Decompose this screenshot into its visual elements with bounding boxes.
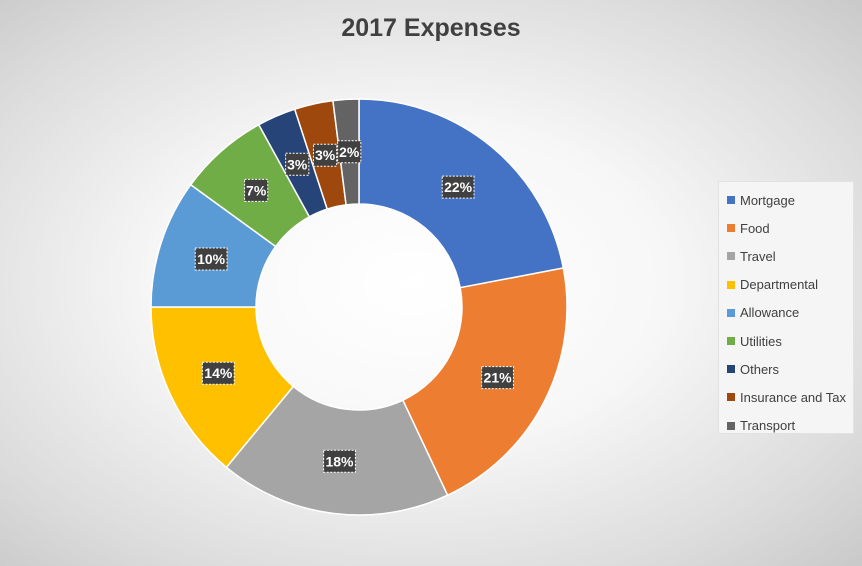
legend-label: Transport — [740, 418, 796, 434]
data-label-travel: 18% — [323, 449, 356, 473]
data-label-box — [323, 449, 356, 473]
legend-item-departmental: Departmental — [727, 271, 853, 299]
data-label-box — [312, 143, 338, 167]
legend-item-others: Others — [727, 355, 853, 383]
chart-title: 2017 Expenses — [341, 14, 521, 42]
legend-item-food: Food — [727, 214, 853, 242]
data-label-text: 21% — [484, 370, 513, 386]
legend-swatch — [727, 421, 735, 430]
legend-label: Departmental — [740, 277, 819, 293]
legend-label: Mortgage — [740, 192, 795, 208]
legend-item-utilities: Utilities — [727, 327, 853, 355]
legend-swatch — [727, 196, 735, 205]
data-label-text: 3% — [287, 156, 308, 172]
data-label-text: 3% — [315, 147, 336, 163]
donut-slice-departmental — [150, 306, 295, 469]
legend-label: Others — [740, 361, 780, 377]
data-label-departmental: 14% — [201, 361, 235, 385]
legend-swatch — [727, 365, 735, 374]
legend-label: Utilities — [740, 333, 782, 349]
data-label-utilities: 7% — [244, 178, 269, 202]
data-label-box — [337, 140, 362, 164]
data-label-transport: 2% — [337, 140, 362, 164]
data-label-mortgage: 22% — [441, 175, 475, 199]
legend-swatch — [727, 308, 735, 317]
data-label-text: 14% — [204, 365, 233, 381]
legend-item-mortgage: Mortgage — [727, 186, 853, 214]
legend-item-transport: Transport — [727, 412, 853, 440]
legend-swatch — [727, 224, 735, 233]
legend: Mortgage Food Travel Departmental Allowance U… — [718, 181, 854, 434]
data-label-box — [285, 152, 310, 176]
data-label-text: 10% — [197, 251, 226, 267]
data-label-insurance-and-tax: 3% — [312, 143, 338, 167]
legend-swatch — [727, 280, 735, 289]
data-label-box — [194, 247, 228, 271]
data-label-text: 7% — [246, 182, 267, 198]
legend-swatch — [727, 393, 735, 402]
legend-item-insurance-and-tax: Insurance and Tax — [727, 383, 853, 411]
data-label-allowance: 10% — [194, 247, 228, 271]
legend-item-travel: Travel — [727, 242, 853, 270]
legend-label: Insurance and Tax — [740, 389, 846, 405]
data-label-text: 18% — [325, 453, 354, 469]
legend-swatch — [727, 337, 735, 346]
legend-label: Food — [740, 220, 770, 236]
data-label-box — [481, 366, 514, 390]
data-label-box — [441, 175, 475, 199]
data-label-text: 22% — [444, 179, 473, 195]
legend-swatch — [727, 252, 735, 261]
legend-label: Allowance — [740, 305, 800, 321]
data-label-food: 21% — [481, 366, 514, 390]
legend-item-allowance: Allowance — [727, 299, 853, 327]
data-label-box — [201, 361, 235, 385]
data-label-text: 2% — [339, 144, 360, 160]
data-label-box — [244, 178, 269, 202]
data-label-others: 3% — [285, 152, 310, 176]
legend-label: Travel — [740, 248, 776, 264]
